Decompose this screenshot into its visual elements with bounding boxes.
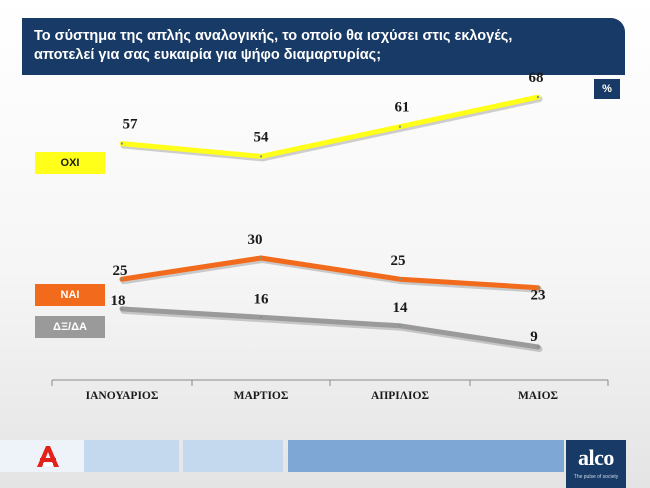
- legend-nai: ΝΑΙ: [35, 284, 105, 306]
- unit-badge: %: [594, 79, 620, 99]
- data-label: 16: [254, 291, 270, 307]
- alpha-tv-logo-icon: [37, 446, 59, 467]
- data-point: [259, 256, 263, 260]
- series-line: [119, 255, 541, 291]
- alco-brand: alco: [578, 445, 614, 470]
- series-line: [119, 94, 541, 159]
- data-label: 54: [254, 129, 270, 145]
- data-point: [536, 286, 540, 289]
- data-label: 14: [393, 300, 409, 316]
- data-point: [120, 278, 124, 281]
- data-point: [398, 324, 402, 327]
- x-tick-label: ΑΠΡΙΛΙΟΣ: [371, 390, 429, 402]
- footer-bar-segment: [183, 440, 283, 472]
- data-label: 23: [531, 288, 546, 304]
- data-point: [398, 125, 402, 128]
- alco-logo: alco The pulse of society: [566, 440, 626, 488]
- x-tick-label: ΜΑΙΟΣ: [518, 390, 558, 402]
- legend-oxi: ΟΧΙ: [35, 152, 105, 174]
- data-point: [259, 155, 263, 158]
- data-point: [120, 142, 124, 145]
- x-tick-label: ΙΑΝΟΥΑΡΙΟΣ: [86, 390, 159, 402]
- series-line-shadow: [120, 307, 543, 352]
- footer-bar-segment: [288, 440, 564, 472]
- data-label: 68: [529, 70, 544, 86]
- data-label: 25: [113, 263, 128, 279]
- data-label: 25: [391, 253, 406, 269]
- question-line-1: Το σύστημα της απλής αναλογικής, το οποί…: [34, 28, 513, 44]
- x-tick-label: ΜΑΡΤΙΟΣ: [234, 390, 289, 402]
- question-line-2: αποτελεί για σας ευκαιρία για ψήφο διαμα…: [34, 47, 382, 63]
- data-point: [536, 95, 540, 99]
- footer-bar-segment: [84, 440, 179, 472]
- data-label: 18: [111, 293, 126, 309]
- data-point: [120, 307, 124, 311]
- data-point: [259, 316, 263, 319]
- data-point: [536, 345, 540, 349]
- data-label: 9: [530, 329, 538, 345]
- data-label: 57: [123, 117, 139, 133]
- alco-tagline: The pulse of society: [573, 474, 619, 480]
- line-chart: ΙΑΝΟΥΑΡΙΟΣ ΜΑΡΤΙΟΣ ΑΠΡΙΛΙΟΣ ΜΑΙΟΣ 57 54 61 68 25…: [51, 70, 609, 402]
- data-point: [398, 278, 402, 281]
- data-label: 30: [248, 232, 263, 248]
- question-header: Το σύστημα της απλής αναλογικής, το οποί…: [22, 18, 625, 75]
- series-line: [119, 306, 541, 350]
- footer: alco The pulse of society: [0, 440, 650, 488]
- legend-dxda: ΔΞ/ΔΑ: [35, 316, 105, 338]
- data-label: 61: [395, 100, 410, 116]
